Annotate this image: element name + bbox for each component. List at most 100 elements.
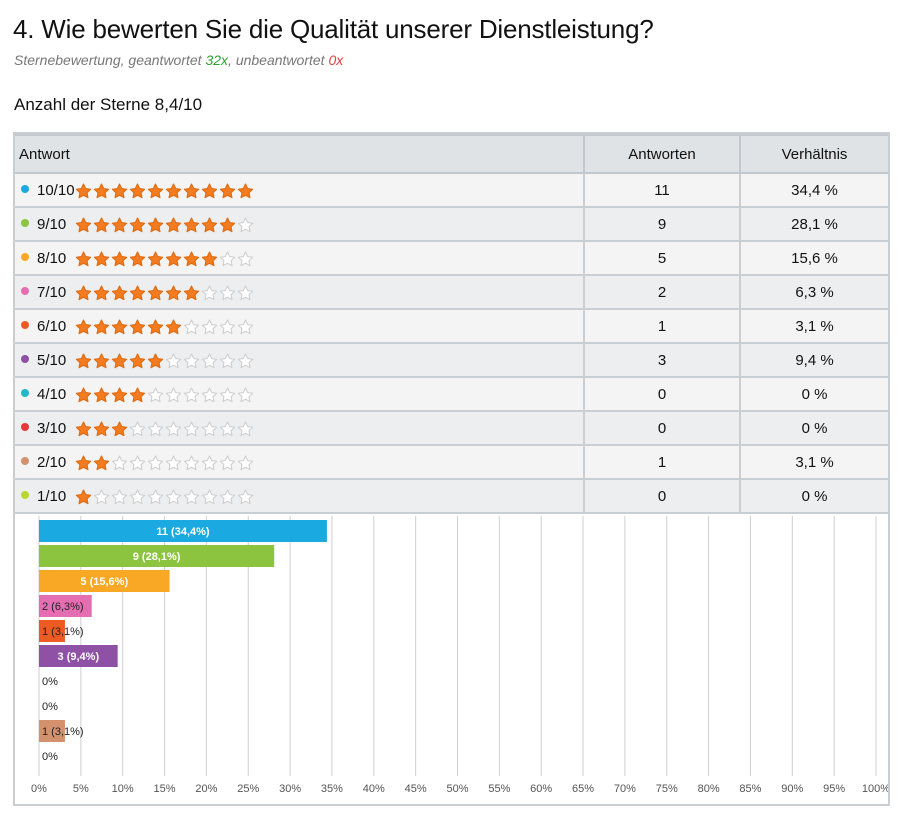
star-filled-icon: [147, 353, 164, 368]
star-empty-icon: [165, 353, 182, 368]
star-filled-icon: [75, 489, 92, 504]
x-tick-label: 60%: [530, 783, 552, 795]
star-empty-icon: [201, 285, 218, 300]
table-row: 6/10 1 3,1 %: [15, 308, 888, 344]
star-filled-icon: [75, 455, 92, 470]
star-filled-icon: [129, 319, 146, 334]
star-filled-icon: [75, 319, 92, 334]
star-filled-icon: [93, 319, 110, 334]
table-row: 8/10 5 15,6 %: [15, 240, 888, 276]
star-filled-icon: [165, 319, 182, 334]
bar-data-label: 0%: [42, 701, 58, 713]
star-empty-icon: [183, 421, 200, 436]
table-row: 3/10 0 0 %: [15, 410, 888, 446]
star-filled-icon: [111, 217, 128, 232]
star-filled-icon: [111, 319, 128, 334]
bar: [39, 645, 118, 667]
average-rating: Anzahl der Sterne 8,4/10: [14, 95, 203, 114]
x-tick-label: 95%: [823, 783, 845, 795]
table-row: 5/10 3 9,4 %: [15, 342, 888, 378]
x-tick-label: 55%: [488, 783, 510, 795]
star-empty-icon: [147, 455, 164, 470]
star-filled-icon: [75, 217, 92, 232]
star-empty-icon: [237, 353, 254, 368]
response-count: 0: [583, 478, 741, 514]
star-filled-icon: [111, 285, 128, 300]
star-empty-icon: [147, 489, 164, 504]
star-filled-icon: [147, 251, 164, 266]
star-rating: [75, 352, 255, 369]
star-empty-icon: [219, 489, 236, 504]
bar-data-label: 5 (15,6%): [80, 576, 128, 588]
star-filled-icon: [165, 217, 182, 232]
response-count: 11: [583, 172, 741, 208]
star-filled-icon: [111, 251, 128, 266]
star-empty-icon: [165, 455, 182, 470]
series-dot: [21, 355, 29, 364]
rating-label: 8/10: [37, 249, 67, 267]
table-row: 7/10 2 6,3 %: [15, 274, 888, 310]
star-filled-icon: [129, 353, 146, 368]
star-filled-icon: [75, 353, 92, 368]
bar-chart: 0% 5% 10% 15% 20% 25% 30% 35% 40% 45% 50% 55% 60% 65%…: [31, 516, 888, 795]
star-rating: [75, 182, 255, 199]
star-empty-icon: [165, 387, 182, 402]
star-filled-icon: [183, 217, 200, 232]
star-empty-icon: [183, 489, 200, 504]
response-ratio: 28,1 %: [739, 206, 888, 242]
answer-cell: 6/10: [15, 308, 585, 344]
star-filled-icon: [111, 421, 128, 436]
answer-cell: 4/10: [15, 376, 585, 412]
response-ratio: 3,1 %: [739, 444, 888, 480]
star-filled-icon: [75, 421, 92, 436]
star-empty-icon: [237, 455, 254, 470]
star-empty-icon: [219, 353, 236, 368]
star-filled-icon: [111, 387, 128, 402]
star-empty-icon: [237, 319, 254, 334]
response-ratio: 0 %: [739, 410, 888, 446]
star-filled-icon: [75, 285, 92, 300]
star-filled-icon: [201, 183, 218, 198]
star-empty-icon: [147, 387, 164, 402]
rating-label: 9/10: [37, 215, 67, 233]
star-empty-icon: [129, 489, 146, 504]
response-ratio: 15,6 %: [739, 240, 888, 276]
star-rating: [75, 420, 255, 437]
star-filled-icon: [219, 217, 236, 232]
bar-data-label: 2 (6,3%): [42, 601, 84, 613]
star-rating: [75, 284, 255, 301]
rating-label: 7/10: [37, 283, 67, 301]
star-filled-icon: [183, 285, 200, 300]
results-table: Antwort Antworten Verhältnis 10/10 11 34,4…: [15, 134, 888, 514]
response-count: 0: [583, 410, 741, 446]
star-filled-icon: [75, 183, 92, 198]
star-empty-icon: [165, 489, 182, 504]
bar-data-label: 0%: [42, 751, 58, 763]
x-tick-label: 40%: [363, 783, 385, 795]
star-filled-icon: [183, 183, 200, 198]
table-body: 10/10 11 34,4 % 9/10 9 28,1 % 8/10 5 15,6 % 7/10 2…: [15, 172, 888, 514]
star-empty-icon: [147, 421, 164, 436]
response-ratio: 34,4 %: [739, 172, 888, 208]
question-type: Sternebewertung, geantwortet: [14, 52, 206, 68]
unanswered-count: 0x: [328, 52, 344, 68]
answer-cell: 2/10: [15, 444, 585, 480]
star-empty-icon: [111, 489, 128, 504]
response-ratio: 0 %: [739, 478, 888, 514]
response-ratio: 0 %: [739, 376, 888, 412]
star-filled-icon: [147, 285, 164, 300]
series-dot: [21, 321, 29, 330]
series-dot: [21, 253, 29, 262]
answer-cell: 5/10: [15, 342, 585, 378]
rating-label: 1/10: [37, 487, 67, 505]
x-tick-label: 5%: [73, 783, 89, 795]
star-filled-icon: [147, 183, 164, 198]
star-rating: [75, 250, 255, 267]
response-count: 0: [583, 376, 741, 412]
table-row: 9/10 9 28,1 %: [15, 206, 888, 242]
answer-cell: 7/10: [15, 274, 585, 310]
rating-label: 5/10: [37, 351, 67, 369]
bar-data-label: 1 (3,1%): [42, 726, 84, 738]
star-empty-icon: [219, 285, 236, 300]
